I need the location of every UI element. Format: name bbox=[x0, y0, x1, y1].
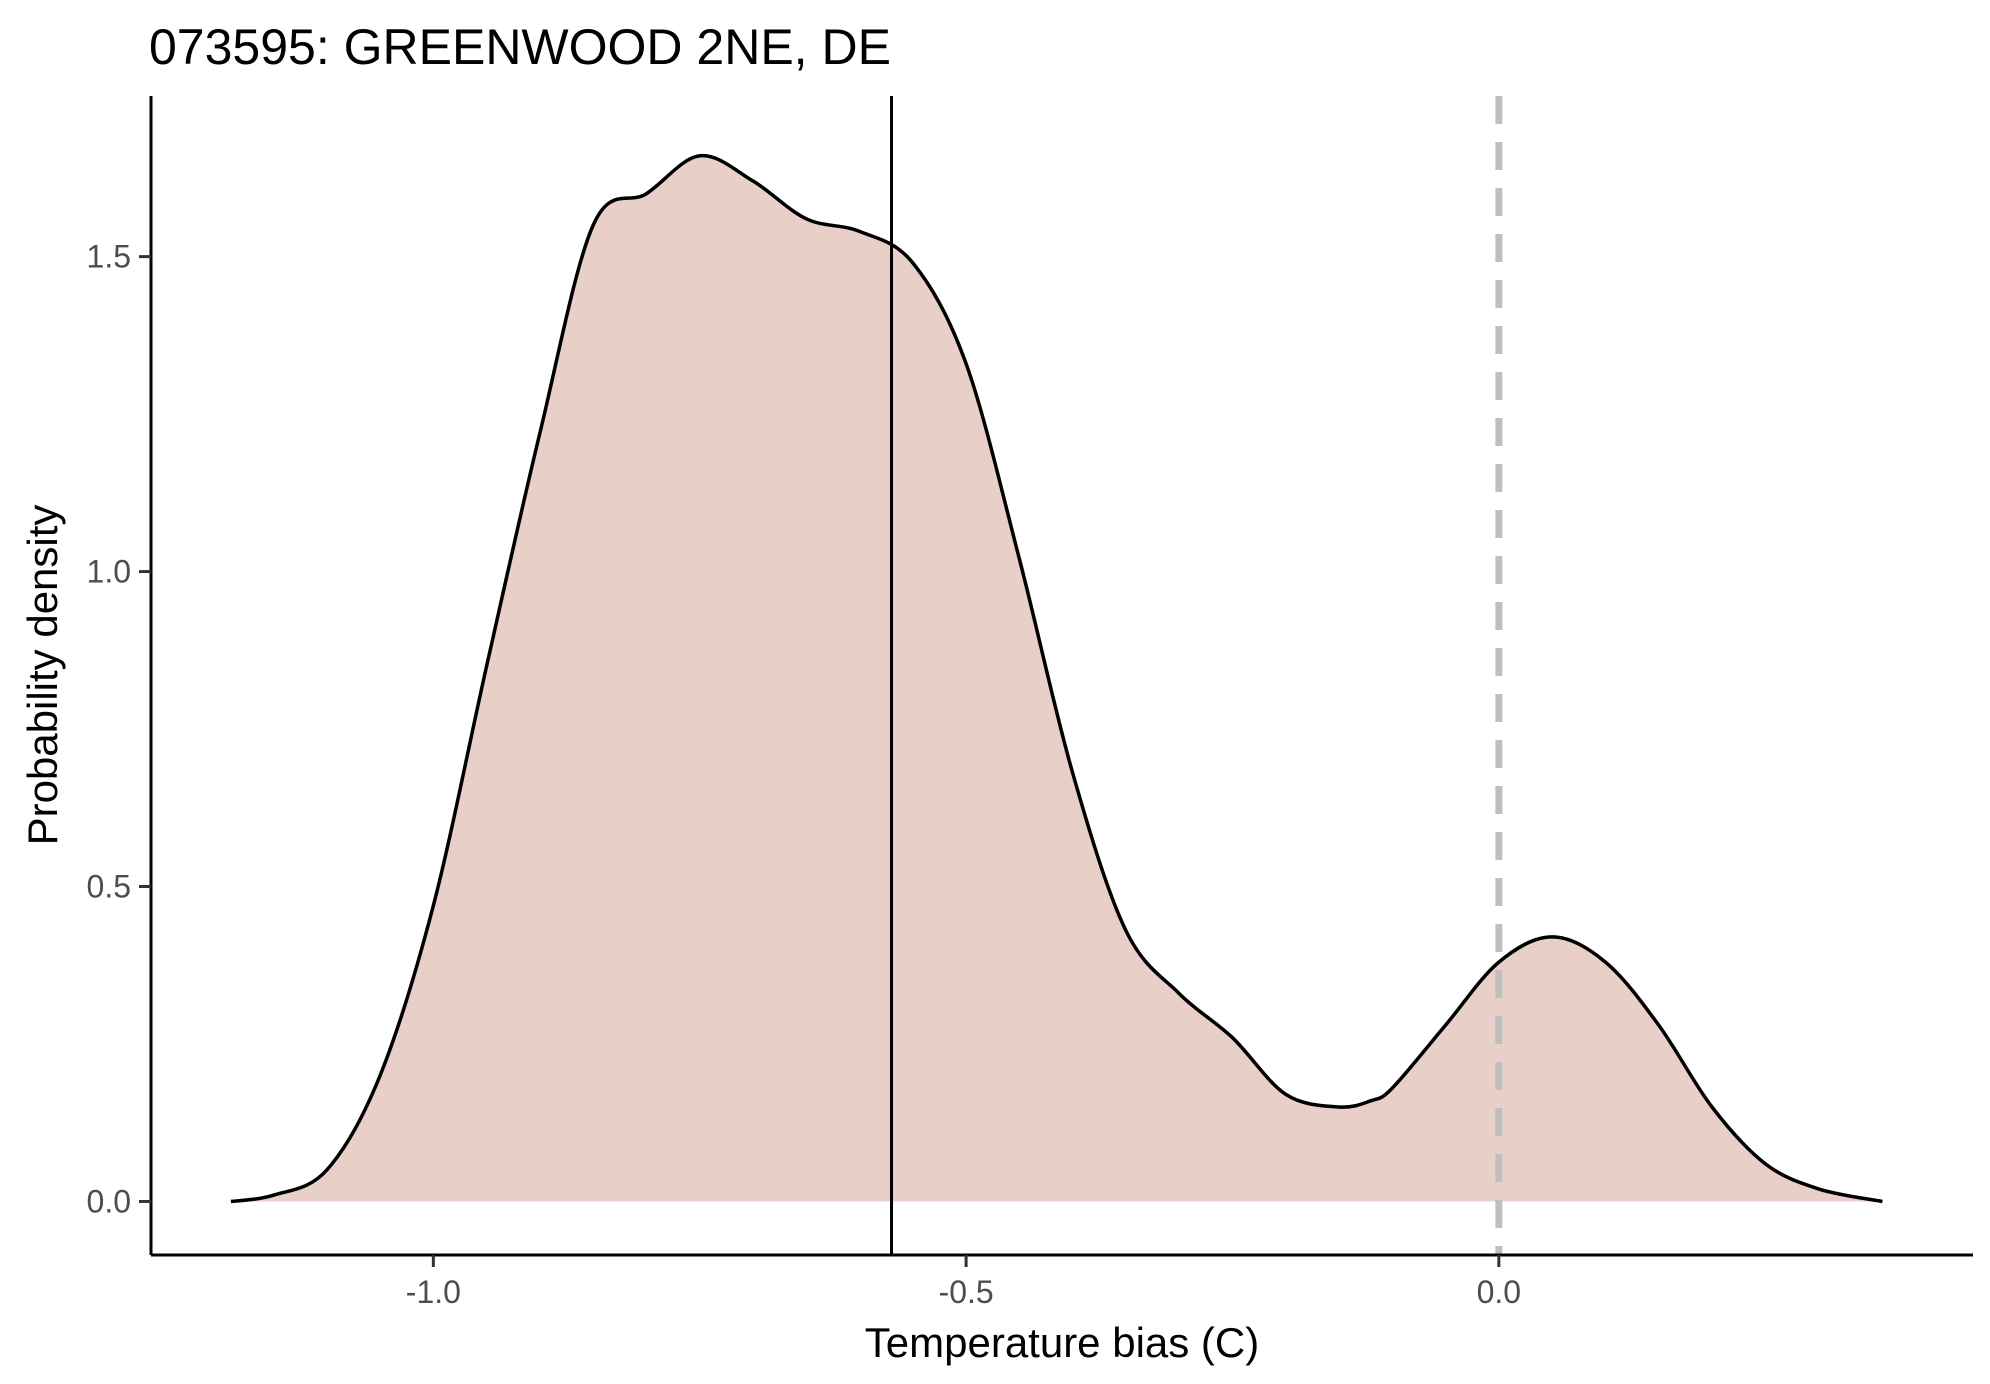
x-tick-label: -1.0 bbox=[406, 1274, 461, 1310]
x-axis-title: Temperature bias (C) bbox=[865, 1319, 1259, 1366]
y-tick-label: 0.0 bbox=[87, 1183, 131, 1219]
x-tick-label: -0.5 bbox=[939, 1274, 994, 1310]
x-tick-label: 0.0 bbox=[1477, 1274, 1521, 1310]
y-axis-title: Probability density bbox=[19, 505, 66, 846]
y-tick-label: 1.5 bbox=[87, 239, 131, 275]
y-axis-ticks: 0.0 0.5 1.0 1.5 bbox=[87, 239, 151, 1219]
x-axis-ticks: -1.0 -0.5 0.0 bbox=[406, 1255, 1521, 1310]
y-tick-label: 1.0 bbox=[87, 554, 131, 590]
density-area bbox=[230, 155, 1883, 1202]
y-tick-label: 0.5 bbox=[87, 869, 131, 905]
density-line bbox=[230, 154, 1883, 1204]
plot-area bbox=[230, 96, 1883, 1255]
chart-title: 073595: GREENWOOD 2NE, DE bbox=[149, 19, 891, 75]
